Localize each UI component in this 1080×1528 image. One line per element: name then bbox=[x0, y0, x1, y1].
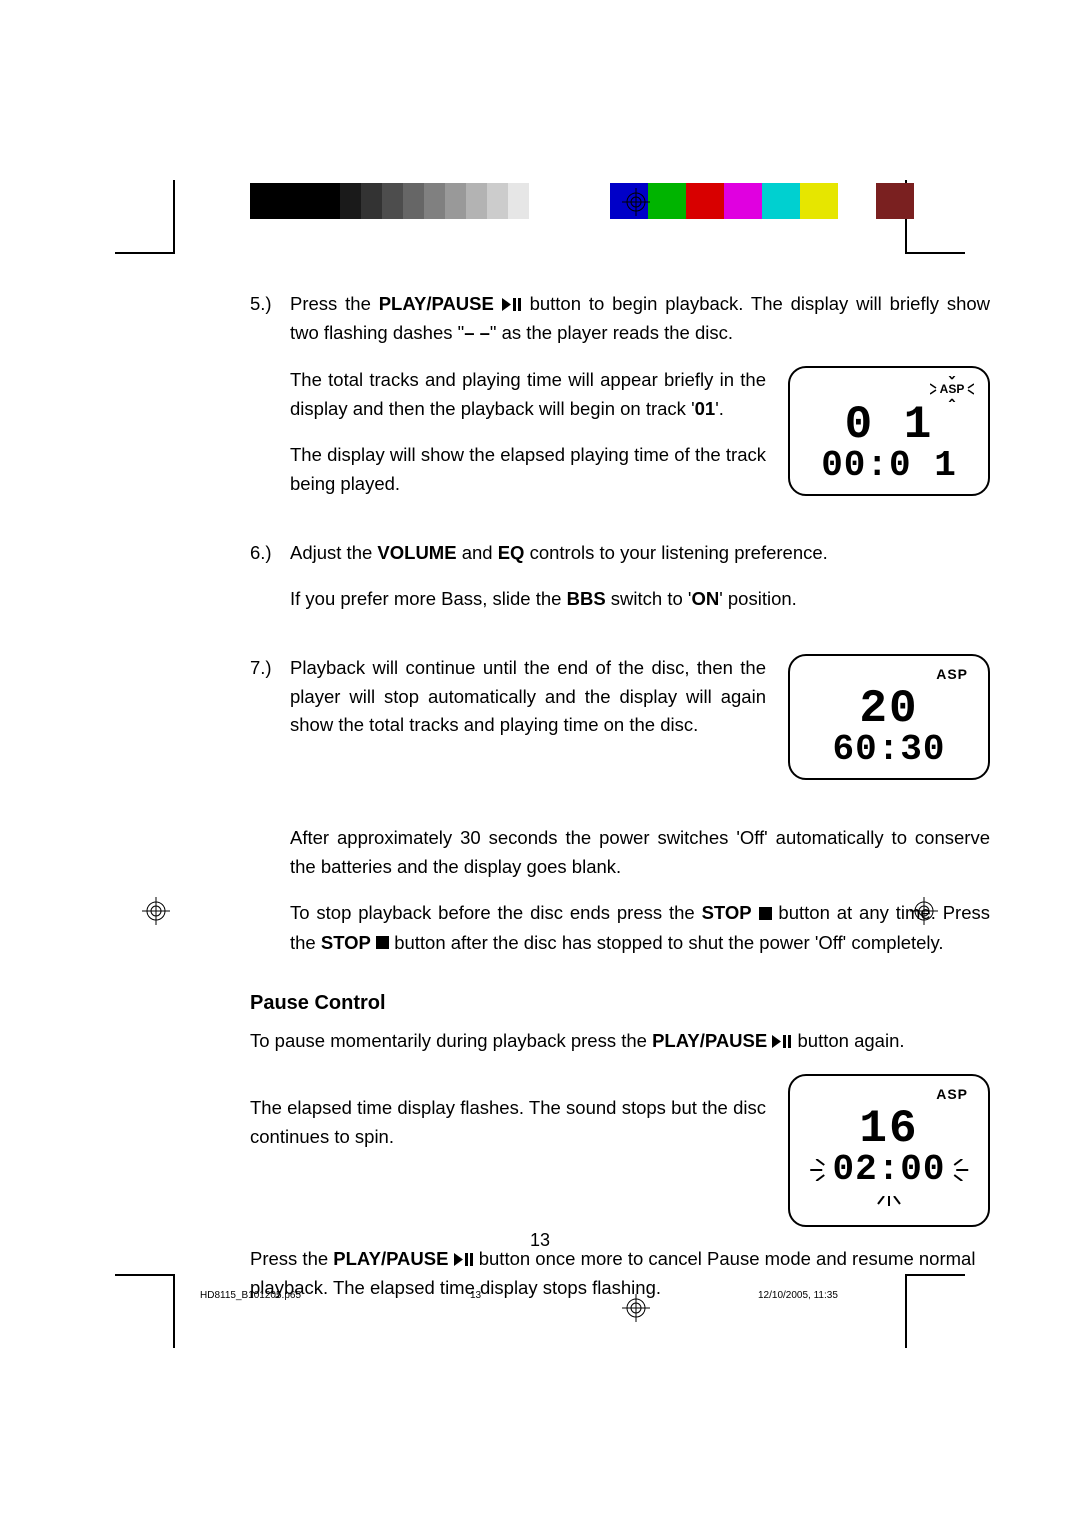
registration-mark-icon bbox=[142, 897, 170, 925]
play-pause-icon bbox=[502, 291, 522, 320]
swatch bbox=[487, 183, 508, 219]
page-content: 5.) Press the PLAY/PAUSE button to begin… bbox=[250, 290, 990, 1303]
lcd-display-1: ASP 0 1 00:0 1 bbox=[788, 366, 990, 496]
swatch bbox=[250, 183, 340, 219]
swatch bbox=[648, 183, 686, 219]
text: '. bbox=[715, 398, 724, 419]
text: ' position. bbox=[719, 588, 797, 609]
page-number: 13 bbox=[0, 1230, 1080, 1251]
swatch bbox=[340, 183, 361, 219]
step-text: The total tracks and playing time will a… bbox=[290, 366, 766, 423]
asp-rays-icon: ASP bbox=[930, 376, 974, 402]
crop-mark bbox=[173, 1276, 175, 1348]
lcd-track: 20 bbox=[804, 686, 974, 732]
step-number: 5.) bbox=[250, 290, 290, 499]
swatch bbox=[762, 183, 800, 219]
body-text: Press the PLAY/PAUSE button once more to… bbox=[250, 1245, 990, 1303]
swatch bbox=[876, 183, 914, 219]
swatch bbox=[838, 183, 876, 219]
step-number: 6.) bbox=[250, 539, 290, 614]
text-bold: PLAY/PAUSE bbox=[652, 1030, 767, 1051]
pause-control-heading: Pause Control bbox=[250, 988, 990, 1019]
body-text: The elapsed time display flashes. The so… bbox=[250, 1074, 766, 1151]
flash-rays-bottom-icon bbox=[874, 1196, 904, 1206]
body-text: After approximately 30 seconds the power… bbox=[290, 824, 990, 881]
lcd-time: 02:00 bbox=[832, 1152, 945, 1188]
footer-filename: HD8115_B101205.p65 bbox=[200, 1290, 301, 1301]
play-pause-icon bbox=[772, 1028, 792, 1057]
step-7: 7.) Playback will continue until the end… bbox=[250, 654, 990, 780]
text-bold: STOP bbox=[702, 902, 752, 923]
lcd-display-2: ASP 20 60:30 bbox=[788, 654, 990, 780]
text-bold: EQ bbox=[498, 542, 525, 563]
crop-mark bbox=[173, 180, 175, 252]
step-5: 5.) Press the PLAY/PAUSE button to begin… bbox=[250, 290, 990, 499]
swatch bbox=[800, 183, 838, 219]
flash-rays-left-icon bbox=[804, 1159, 828, 1181]
step-number: 7.) bbox=[250, 654, 290, 780]
lcd-time: 00:0 1 bbox=[804, 448, 974, 484]
step-text: If you prefer more Bass, slide the BBS s… bbox=[290, 585, 990, 614]
swatch bbox=[424, 183, 445, 219]
text-bold: STOP bbox=[321, 932, 371, 953]
registration-mark-icon bbox=[622, 188, 650, 216]
swatch bbox=[724, 183, 762, 219]
svg-text:ASP: ASP bbox=[940, 382, 965, 396]
lcd-track: 0 1 bbox=[804, 402, 974, 448]
text: If you prefer more Bass, slide the bbox=[290, 588, 567, 609]
text: Adjust the bbox=[290, 542, 377, 563]
swatch bbox=[382, 183, 403, 219]
text-bold: VOLUME bbox=[377, 542, 456, 563]
swatch bbox=[403, 183, 424, 219]
text: and bbox=[457, 542, 498, 563]
swatch bbox=[361, 183, 382, 219]
text-bold: 01 bbox=[695, 398, 716, 419]
step-text: Press the PLAY/PAUSE button to begin pla… bbox=[290, 290, 990, 348]
crop-mark bbox=[115, 252, 175, 254]
text: button after the disc has stopped to shu… bbox=[394, 932, 943, 953]
text-bold: ON bbox=[691, 588, 719, 609]
text-bold: – – bbox=[464, 322, 490, 343]
swatch bbox=[466, 183, 487, 219]
text-bold: PLAY/PAUSE bbox=[379, 293, 494, 314]
text: To stop playback before the disc ends pr… bbox=[290, 902, 702, 923]
swatch bbox=[508, 183, 529, 219]
step-text: Playback will continue until the end of … bbox=[290, 654, 766, 740]
text: Press the bbox=[290, 293, 379, 314]
crop-mark bbox=[905, 252, 965, 254]
text: controls to your listening preference. bbox=[524, 542, 827, 563]
text: " as the player reads the disc. bbox=[490, 322, 733, 343]
text: To pause momentarily during playback pre… bbox=[250, 1030, 652, 1051]
swatch bbox=[445, 183, 466, 219]
step-text: Adjust the VOLUME and EQ controls to you… bbox=[290, 539, 990, 568]
crop-mark bbox=[115, 1274, 175, 1276]
color-bar bbox=[610, 183, 914, 219]
flash-rays-right-icon bbox=[950, 1159, 974, 1181]
text: button again. bbox=[798, 1030, 905, 1051]
lcd-time: 60:30 bbox=[804, 732, 974, 768]
step-6: 6.) Adjust the VOLUME and EQ controls to… bbox=[250, 539, 990, 614]
flash-rays-top-icon bbox=[874, 1124, 904, 1134]
text: switch to ' bbox=[606, 588, 692, 609]
body-text: To pause momentarily during playback pre… bbox=[250, 1027, 990, 1056]
footer-date: 12/10/2005, 11:35 bbox=[758, 1290, 838, 1301]
footer-page: 13 bbox=[470, 1290, 481, 1301]
stop-icon bbox=[759, 900, 772, 929]
stop-icon bbox=[376, 929, 389, 958]
after-steps-block: After approximately 30 seconds the power… bbox=[290, 824, 990, 958]
grayscale-bar bbox=[250, 183, 529, 219]
lcd-display-3: ASP 16 02:00 bbox=[788, 1074, 990, 1226]
body-text: To stop playback before the disc ends pr… bbox=[290, 899, 990, 958]
step-text: The display will show the elapsed playin… bbox=[290, 441, 766, 498]
swatch bbox=[686, 183, 724, 219]
text-bold: BBS bbox=[567, 588, 606, 609]
